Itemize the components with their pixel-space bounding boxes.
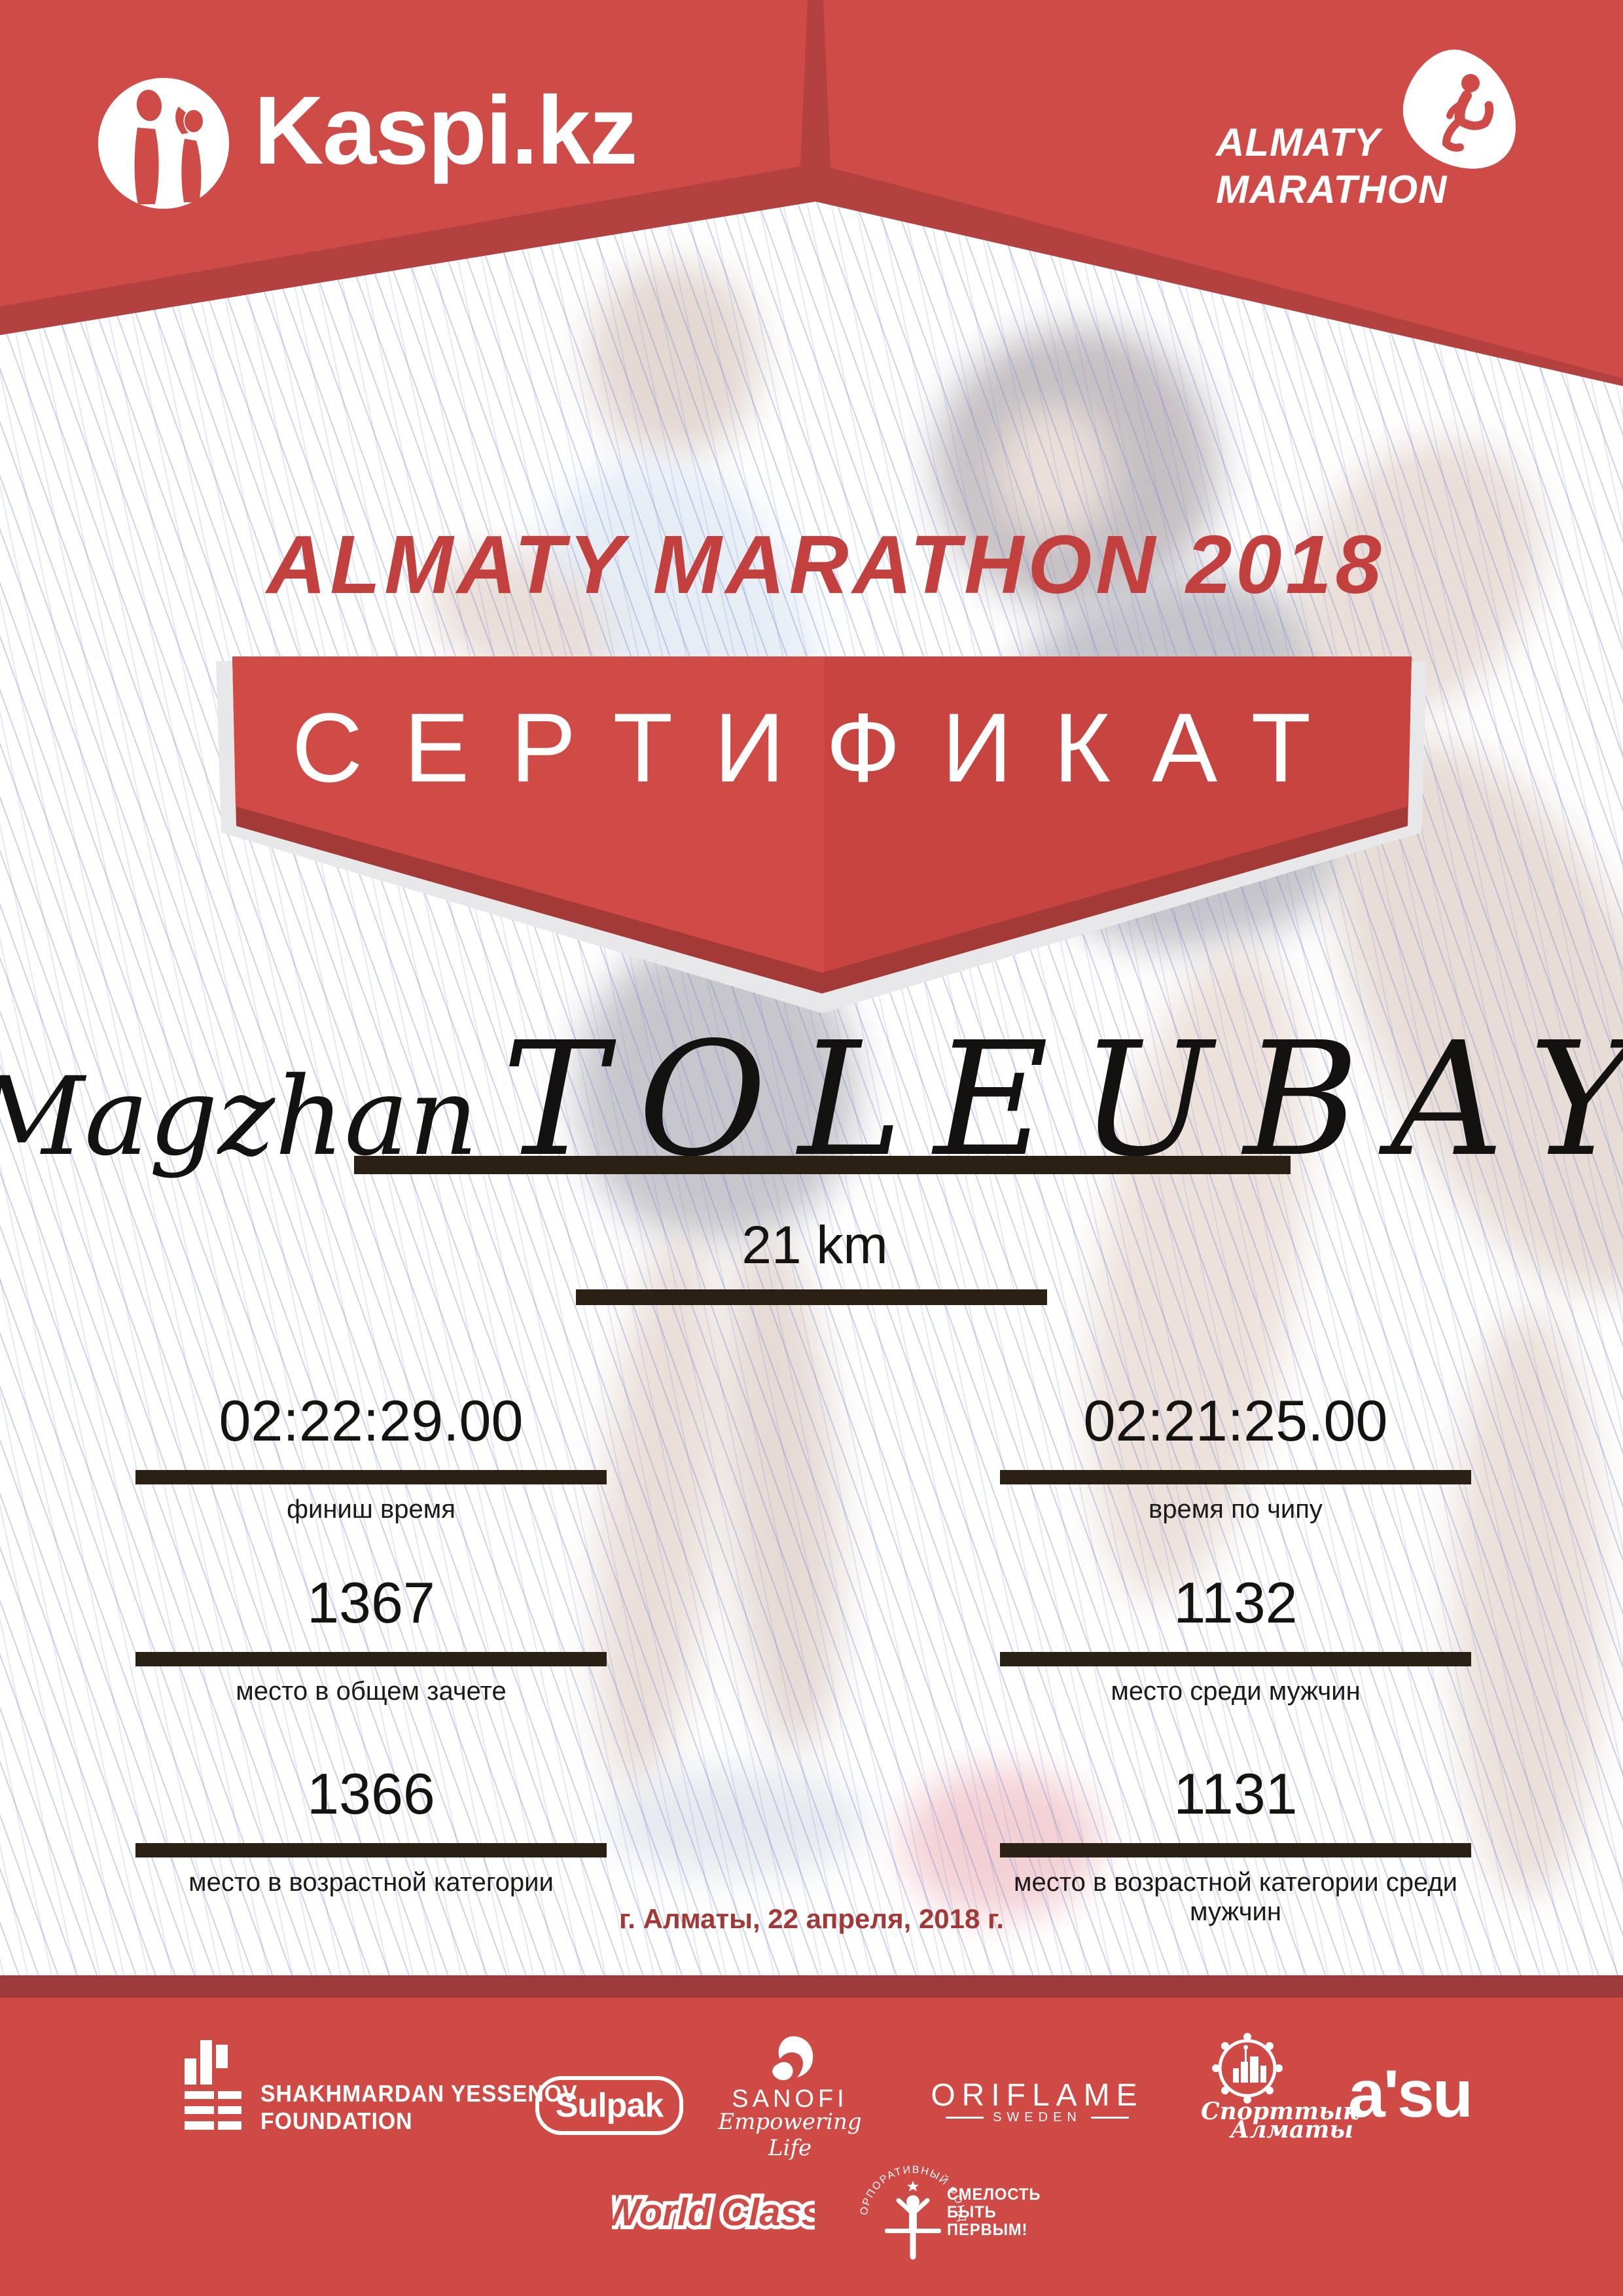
fund-emblem-icon: КОРПОРАТИВНЫЙ ФОНД (851, 2161, 966, 2260)
stat-label: место среди мужчин (1111, 1677, 1361, 1706)
sport-almaty-text-line1: Спорттык (1201, 2098, 1359, 2125)
certificate-label: СЕРТИФИКАТ (291, 692, 1353, 802)
stat-value: 02:21:25.00 (1083, 1388, 1388, 1453)
stat-underline (1000, 1470, 1471, 1484)
sanofi-logo-text: SANOFI (732, 2085, 848, 2113)
sanofi-tagline: Empowering Life (718, 2109, 862, 2161)
footer-maroon-strip (0, 1975, 1623, 1998)
fund-slogan-line3: ПЕРВЫМ! (947, 2221, 1028, 2239)
stat-overall-place: 1367 место в общем зачете (109, 1573, 633, 1706)
stat-value: 1132 (1173, 1570, 1298, 1635)
event-date-line: г. Алматы, 22 апреля, 2018 г. (619, 1903, 1004, 1934)
stat-value: 1366 (307, 1761, 435, 1826)
stat-value: 1367 (307, 1570, 435, 1635)
page-title: ALMATY MARATHON 2018 (266, 518, 1385, 611)
stat-underline (135, 1470, 607, 1484)
runner-drop-icon (1402, 49, 1516, 169)
photo-blob (708, 1227, 856, 1757)
photo-blob (609, 1767, 864, 1878)
stat-underline (1000, 1843, 1471, 1857)
running-figure (1442, 74, 1494, 152)
participant-last-name: TOLEUBAYEV (501, 1008, 1623, 1191)
photo-blob (903, 1767, 1099, 1918)
stat-underline (1000, 1652, 1471, 1666)
photo-blob (995, 406, 1113, 537)
oriflame-logo-text: ORIFLAME (931, 2078, 1144, 2113)
parent-child-silhouette-icon (134, 90, 203, 204)
stat-underline (135, 1843, 607, 1857)
fund-slogan-line2: БЫТЬ (947, 2203, 997, 2221)
stat-label: место в общем зачете (236, 1677, 507, 1706)
stat-underline (135, 1652, 607, 1666)
sulpak-logo-text: Sulpak (555, 2087, 664, 2125)
sport-almaty-emblem-icon (1212, 2033, 1283, 2104)
oriflame-sweden-row: SWEDEN (929, 2110, 1145, 2125)
photo-blob (1453, 1309, 1603, 1898)
stat-place-among-men: 1132 место среди мужчин (974, 1573, 1497, 1706)
distance-value: 21 km (741, 1215, 888, 1275)
finisher-figure (885, 2181, 941, 2260)
stat-finish-time: 02:22:29.00 финиш время (109, 1391, 633, 1524)
stat-label: место в возрастной категории (188, 1868, 554, 1897)
header-red-band (0, 0, 1623, 378)
fund-slogan-line1: СМЕЛОСТЬ (947, 2185, 1041, 2204)
stat-label: место в возрастной категории среди мужчи… (1013, 1868, 1458, 1926)
almaty-marathon-logo-line1: ALMATY (1216, 120, 1381, 164)
distance-underline (576, 1289, 1047, 1305)
header-banner (0, 0, 1623, 386)
oriflame-left-rule (946, 2117, 984, 2119)
sanofi-bird-swoosh-icon (772, 2036, 813, 2081)
almaty-marathon-logo-line2: MARATHON (1216, 168, 1448, 211)
world-class-logo-text: World Class (612, 2191, 815, 2234)
yessenov-line1: SHAKHMARDAN YESSENOV (260, 2080, 578, 2107)
participant-name: Magzhan TOLEUBAYEV (0, 1021, 1623, 1178)
sulpak-logo: Sulpak (535, 2076, 683, 2135)
asu-logo-text: a'su (1348, 2056, 1473, 2131)
oriflame-right-rule (1090, 2117, 1129, 2119)
header-center-spike (799, 0, 832, 196)
stat-value: 02:22:29.00 (219, 1388, 524, 1453)
kaspi-circle (98, 78, 229, 209)
participant-first-name: Magzhan (0, 1054, 478, 1179)
city-skyline (1233, 2045, 1266, 2083)
yessenov-foundation-text: SHAKHMARDAN YESSENOV FOUNDATION (260, 2080, 577, 2135)
world-class-logo: World Class (612, 2187, 815, 2238)
yessenov-line2: FOUNDATION (260, 2108, 413, 2134)
photo-blob (589, 262, 759, 458)
name-underline (354, 1156, 1291, 1174)
stat-label: время по чипу (1149, 1495, 1323, 1524)
stat-label: финиш время (287, 1495, 455, 1524)
sport-almaty-text-line2: Алматы (1230, 2116, 1353, 2144)
stat-chip-time: 02:21:25.00 время по чипу (974, 1391, 1497, 1524)
kaspi-logo-text: Kaspi.kz (254, 77, 637, 185)
stat-age-category-place: 1366 место в возрастной категории (109, 1765, 633, 1897)
yessenov-foundation-icon (185, 2040, 241, 2130)
stat-age-category-place-men: 1131 место в возрастной категории среди … (974, 1765, 1497, 1927)
kaspi-logo-icon (98, 78, 229, 209)
stat-value: 1131 (1173, 1761, 1298, 1826)
oriflame-sweden-text: SWEDEN (993, 2110, 1082, 2125)
footer-sponsors-band (0, 1998, 1623, 2296)
fund-slogan: СМЕЛОСТЬ БЫТЬ ПЕРВЫМ! (947, 2186, 1041, 2239)
